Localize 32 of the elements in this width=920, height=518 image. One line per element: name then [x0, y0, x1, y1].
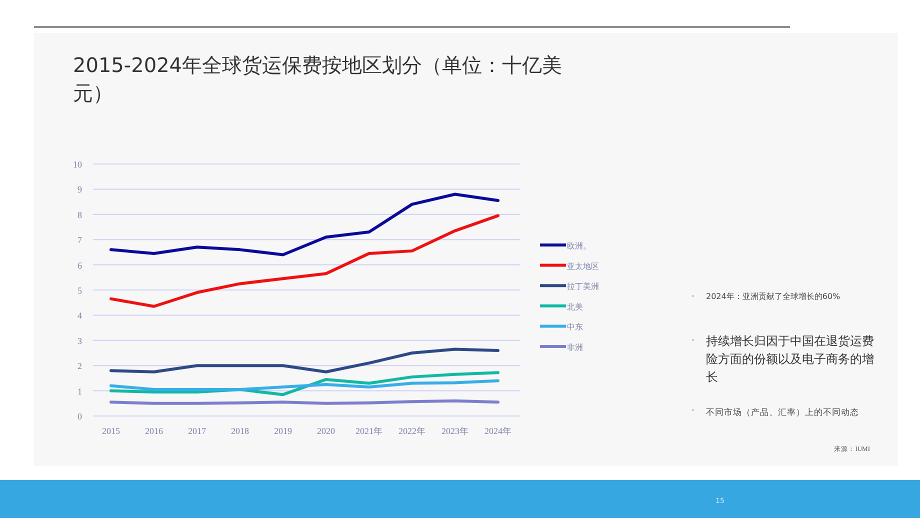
x-tick-label: 2018 — [231, 426, 250, 436]
x-tick-label: 2023年 — [442, 426, 468, 436]
x-tick-label: 2019 — [274, 426, 292, 436]
legend-label: 亚太地区 — [567, 262, 599, 271]
y-tick-label: 2 — [78, 361, 82, 372]
x-tick-label: 2022年 — [398, 426, 426, 436]
y-tick-label: 5 — [78, 286, 82, 296]
y-tick-label: 0 — [78, 412, 82, 422]
legend-label: 欧洲。 — [567, 242, 591, 250]
y-tick-label: 10 — [73, 160, 82, 170]
legend-label: 非洲 — [567, 343, 583, 352]
y-tick-label: 8 — [78, 210, 82, 220]
x-tick-label: 2024年 — [484, 426, 512, 436]
x-tick-label: 2016 — [145, 426, 164, 436]
y-tick-label: 7 — [78, 235, 82, 246]
line-series — [110, 348, 500, 374]
y-tick-label: 6 — [78, 260, 82, 270]
legend-label: 北美 — [567, 302, 583, 312]
y-tick-label: 4 — [78, 310, 82, 321]
y-tick-label: 1 — [78, 386, 82, 396]
legend-label: 拉丁美洲 — [567, 282, 599, 292]
x-tick-label: 2020 — [317, 426, 336, 436]
title: 2015-2024年全球货运保费按地区划分（单位：十亿美元） — [73, 53, 562, 105]
y-tick-label: 9 — [78, 184, 82, 195]
x-tick-label: 2015 — [102, 426, 120, 436]
y-tick-label: 3 — [78, 336, 82, 346]
line-series — [110, 192, 500, 256]
x-tick-label: 2021年 — [356, 426, 382, 436]
line-series — [110, 214, 500, 308]
x-tick-label: 2017 — [188, 426, 206, 436]
legend-label: 中东 — [567, 322, 583, 332]
line-series — [110, 379, 500, 392]
